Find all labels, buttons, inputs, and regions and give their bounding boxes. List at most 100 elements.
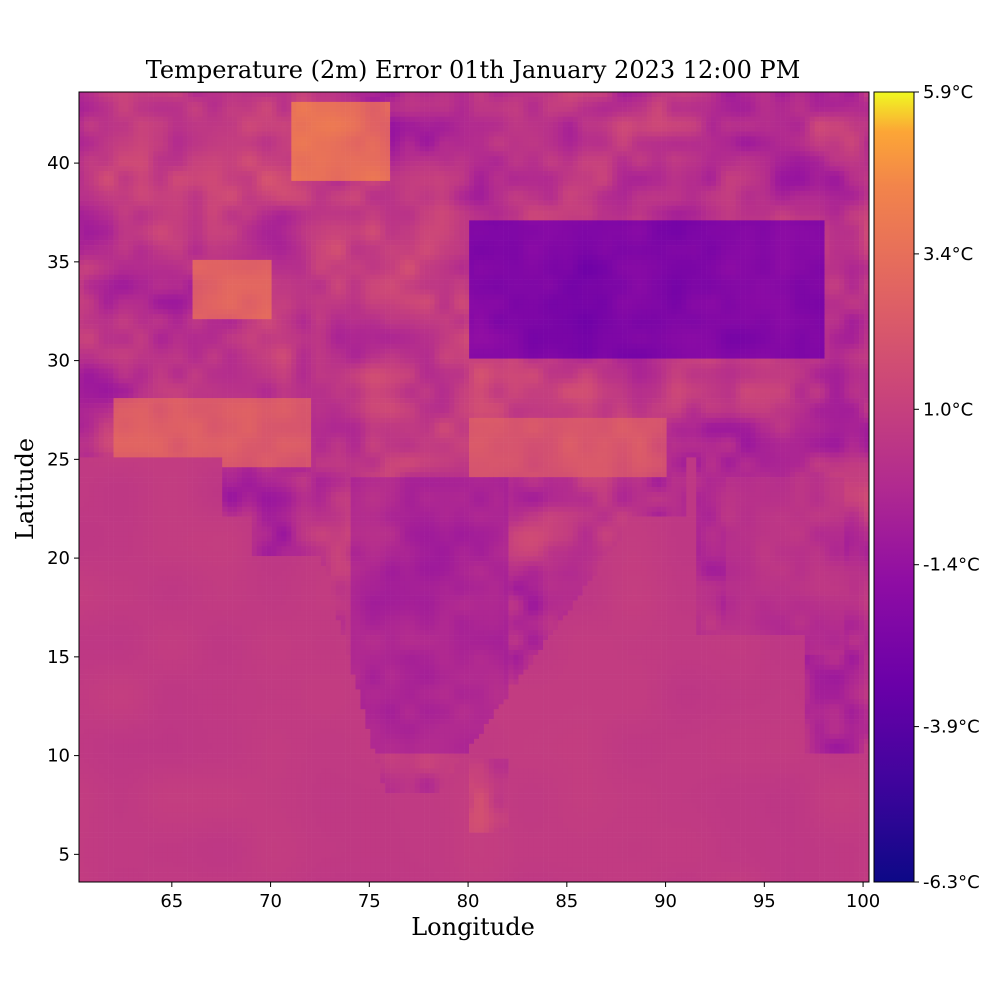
heatmap-cell (241, 161, 248, 167)
heatmap-cell (246, 171, 253, 177)
heatmap-cell (720, 180, 727, 187)
heatmap-cell (217, 210, 223, 216)
heatmap-cell (429, 101, 435, 108)
heatmap-cell (138, 210, 144, 216)
heatmap-cell (256, 190, 262, 196)
heatmap-cell (641, 215, 648, 221)
heatmap-cell (790, 230, 796, 236)
heatmap-cell (572, 106, 578, 113)
heatmap-cell (518, 106, 524, 113)
heatmap-cell (399, 116, 406, 122)
heatmap-cell (192, 171, 198, 177)
heatmap-cell (755, 166, 761, 172)
heatmap-cell (790, 126, 796, 132)
heatmap-cell (562, 205, 569, 211)
heatmap-cell (478, 161, 485, 167)
heatmap-cell (557, 126, 564, 132)
heatmap-cell (543, 195, 549, 201)
heatmap-cell (711, 230, 717, 236)
heatmap-cell (350, 190, 356, 196)
heatmap-cell (518, 146, 524, 152)
heatmap-cell (212, 126, 218, 132)
heatmap-cell (241, 146, 248, 152)
heatmap-cell (444, 101, 450, 108)
heatmap-cell (311, 111, 317, 117)
heatmap-cell (340, 161, 346, 167)
heatmap-cell (83, 146, 90, 152)
heatmap-cell (355, 180, 361, 187)
heatmap-cell (370, 111, 376, 117)
heatmap-cell (474, 185, 480, 192)
heatmap-cell (523, 200, 529, 206)
heatmap-cell (182, 240, 188, 246)
heatmap-cell (765, 215, 771, 221)
heatmap-cell (493, 161, 499, 167)
heatmap-cell (434, 151, 440, 157)
heatmap-cell (355, 146, 361, 152)
heatmap-cell (108, 200, 114, 206)
heatmap-cell (493, 92, 499, 98)
heatmap-cell (681, 141, 687, 147)
heatmap-cell (296, 235, 302, 241)
heatmap-cell (617, 175, 623, 182)
heatmap-cell (316, 136, 322, 142)
heatmap-cell (281, 235, 287, 241)
heatmap-cell (632, 205, 638, 211)
heatmap-cell (528, 240, 534, 246)
heatmap-cell (557, 92, 564, 98)
heatmap-cell (681, 106, 687, 113)
heatmap-cell (227, 156, 233, 162)
heatmap-cell (592, 225, 598, 231)
heatmap-cell (587, 230, 593, 236)
heatmap-cell (844, 136, 850, 142)
heatmap-cell (582, 225, 588, 231)
heatmap-cell (597, 141, 603, 147)
heatmap-cell (301, 205, 307, 211)
heatmap-cell (345, 161, 351, 167)
heatmap-cell (839, 101, 845, 108)
heatmap-cell (153, 146, 159, 152)
heatmap-cell (434, 101, 440, 108)
heatmap-cell (296, 156, 302, 162)
heatmap-cell (222, 185, 228, 192)
heatmap-cell (276, 171, 282, 177)
heatmap-cell (790, 185, 796, 192)
heatmap-cell (666, 141, 672, 147)
heatmap-cell (790, 200, 796, 206)
heatmap-cell (602, 200, 608, 206)
heatmap-cell (311, 215, 317, 221)
heatmap-cell (567, 230, 574, 236)
heatmap-cell (395, 111, 401, 117)
heatmap-cell (197, 210, 203, 216)
heatmap-cell (237, 185, 243, 192)
heatmap-cell (572, 195, 578, 201)
heatmap-cell (834, 175, 840, 182)
heatmap-cell (725, 96, 732, 103)
heatmap-cell (192, 141, 198, 147)
heatmap-cell (118, 240, 124, 246)
heatmap-cell (281, 205, 287, 211)
heatmap-cell (711, 171, 717, 177)
heatmap-cell (632, 116, 638, 122)
heatmap-cell (597, 101, 603, 108)
heatmap-cell (202, 126, 208, 132)
heatmap-cell (676, 156, 682, 162)
heatmap-cell (750, 171, 756, 177)
heatmap-cell (592, 116, 598, 122)
heatmap-cell (93, 220, 100, 226)
heatmap-cell (523, 205, 529, 211)
heatmap-cell (627, 225, 633, 231)
heatmap-cell (217, 141, 223, 147)
heatmap-cell (167, 235, 174, 241)
heatmap-cell (636, 161, 643, 167)
heatmap-cell (632, 225, 638, 231)
heatmap-cell (138, 185, 144, 192)
heatmap-cell (202, 180, 208, 187)
heatmap-cell (113, 101, 119, 108)
heatmap-cell (775, 121, 781, 127)
heatmap-cell (350, 200, 356, 206)
heatmap-cell (197, 235, 203, 241)
heatmap-cell (237, 141, 243, 147)
heatmap-cell (533, 126, 539, 132)
heatmap-cell (222, 151, 228, 157)
